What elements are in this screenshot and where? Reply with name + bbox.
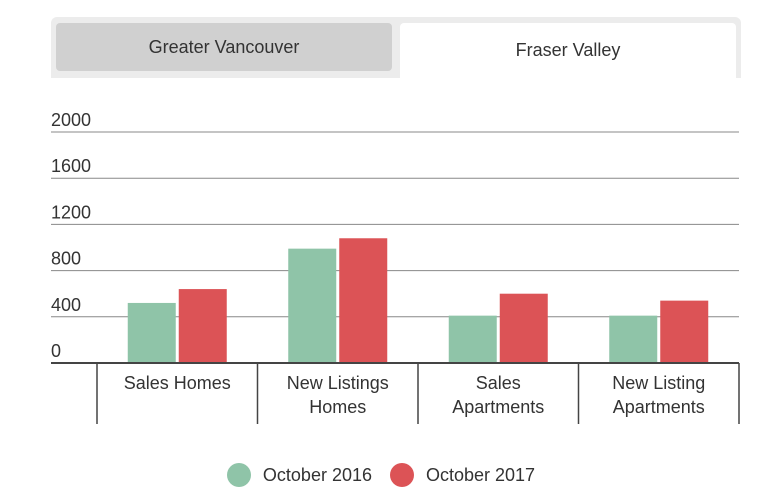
- x-tick-label-3-0: New Listing: [612, 373, 705, 393]
- x-tick-label-1-1: Homes: [309, 397, 366, 417]
- y-tick-label-2000: 2000: [51, 110, 91, 130]
- bar-2017-cat-1[interactable]: [339, 238, 388, 363]
- bar-2017-cat-0[interactable]: [178, 289, 227, 363]
- bar-chart: 0 400 800 1200 1600 2000 Sales Homes New Listi…: [51, 110, 740, 424]
- y-tick-label-800: 800: [51, 249, 81, 269]
- y-tick-label-0: 0: [51, 341, 61, 361]
- tab-greater-vancouver[interactable]: Greater Vancouver: [56, 23, 392, 71]
- grid-lines: [51, 131, 739, 318]
- bar-2016-cat-0[interactable]: [127, 302, 176, 363]
- y-tick-label-1600: 1600: [51, 156, 91, 176]
- legend-swatch-october-2017: [390, 463, 414, 487]
- y-tick-label-1200: 1200: [51, 202, 91, 222]
- bar-2017-cat-2[interactable]: [499, 293, 548, 363]
- x-axis: [51, 362, 740, 424]
- legend: October 2016 October 2017: [0, 460, 762, 490]
- legend-item-october-2017[interactable]: October 2017: [390, 463, 535, 487]
- x-tick-label-0-0: Sales Homes: [124, 373, 231, 393]
- region-tab-bar: Greater Vancouver Fraser Valley: [51, 17, 741, 78]
- bars: [127, 238, 709, 363]
- bar-2016-cat-2[interactable]: [448, 315, 497, 363]
- bar-2016-cat-3[interactable]: [609, 315, 658, 363]
- x-tick-label-2-1: Apartments: [452, 397, 544, 417]
- legend-item-october-2016[interactable]: October 2016: [226, 463, 372, 487]
- x-axis-tick-labels: Sales Homes New Listings Homes Sales Apartme…: [124, 373, 706, 417]
- tab-fraser-valley[interactable]: Fraser Valley: [400, 23, 736, 78]
- y-axis-tick-labels: 0 400 800 1200 1600 2000: [51, 110, 91, 361]
- bar-2017-cat-3[interactable]: [660, 300, 709, 363]
- legend-label-october-2017: October 2017: [426, 464, 536, 485]
- x-tick-label-3-1: Apartments: [613, 397, 705, 417]
- x-tick-label-1-0: New Listings: [287, 373, 389, 393]
- bar-2016-cat-1[interactable]: [288, 248, 337, 363]
- legend-label-october-2016: October 2016: [262, 464, 372, 485]
- x-tick-label-2-0: Sales: [476, 373, 521, 393]
- legend-swatch-october-2016: [226, 463, 251, 487]
- y-tick-label-400: 400: [51, 295, 81, 315]
